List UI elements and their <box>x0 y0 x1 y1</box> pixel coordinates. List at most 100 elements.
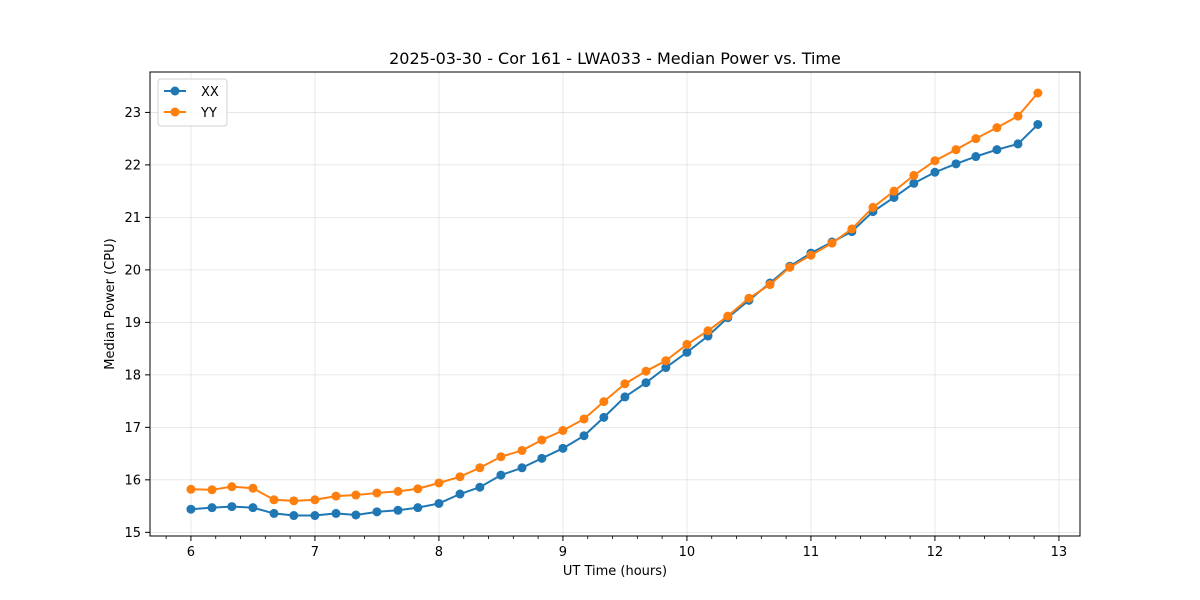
data-point-xx <box>909 178 919 188</box>
y-tick-label: 20 <box>124 263 141 278</box>
data-point-yy <box>579 414 589 424</box>
y-tick-label: 17 <box>124 421 141 436</box>
data-point-yy <box>992 123 1002 133</box>
data-point-xx <box>971 152 981 162</box>
x-tick-label: 6 <box>187 545 195 560</box>
data-point-xx <box>889 192 899 202</box>
data-point-yy <box>1013 111 1023 121</box>
data-point-yy <box>537 435 547 445</box>
data-point-xx <box>517 463 527 473</box>
legend-label-yy: YY <box>200 106 217 121</box>
data-point-yy <box>703 326 713 336</box>
legend-label-xx: XX <box>201 85 219 100</box>
data-point-yy <box>723 311 733 321</box>
chart-title: 2025-03-30 - Cor 161 - LWA033 - Median P… <box>389 49 841 68</box>
y-tick-label: 15 <box>124 526 141 541</box>
x-tick-label: 12 <box>927 545 944 560</box>
y-axis-label: Median Power (CPU) <box>103 238 118 369</box>
x-tick-label: 8 <box>435 545 443 560</box>
data-point-yy <box>496 452 506 462</box>
y-tick-label: 19 <box>124 316 141 331</box>
data-point-yy <box>765 280 775 290</box>
x-tick-label: 9 <box>559 545 567 560</box>
data-point-yy <box>909 170 919 180</box>
data-point-yy <box>413 484 423 494</box>
data-point-xx <box>930 167 940 177</box>
data-point-xx <box>186 504 196 514</box>
data-point-xx <box>351 510 361 520</box>
data-point-xx <box>641 378 651 388</box>
data-point-xx <box>661 363 671 373</box>
data-point-yy <box>310 495 320 505</box>
y-axis: 15 16 17 18 19 20 21 22 23 <box>124 106 150 541</box>
data-point-xx <box>455 489 465 499</box>
data-point-xx <box>1033 119 1043 129</box>
data-point-yy <box>661 356 671 366</box>
data-point-yy <box>331 491 341 501</box>
data-point-yy <box>372 488 382 498</box>
x-tick-label: 11 <box>803 545 820 560</box>
data-point-yy <box>806 250 816 260</box>
grid <box>150 72 1080 536</box>
data-point-yy <box>393 486 403 496</box>
data-point-yy <box>455 472 465 482</box>
data-point-xx <box>413 503 423 513</box>
data-point-xx <box>372 507 382 517</box>
legend: XX YY <box>157 78 228 127</box>
data-point-yy <box>558 426 568 435</box>
data-point-xx <box>310 511 320 521</box>
x-tick-label: 7 <box>311 545 319 560</box>
data-point-yy <box>1033 88 1043 98</box>
data-point-xx <box>682 347 692 357</box>
data-point-yy <box>475 463 485 473</box>
data-point-xx <box>496 470 506 480</box>
data-point-yy <box>951 145 961 155</box>
data-point-yy <box>641 366 651 376</box>
y-tick-label: 18 <box>124 368 141 383</box>
y-tick-label: 21 <box>124 211 141 226</box>
data-point-yy <box>868 202 878 212</box>
x-tick-label: 13 <box>1051 545 1068 560</box>
data-point-xx <box>248 503 258 513</box>
y-tick-label: 23 <box>124 106 141 121</box>
data-point-xx <box>331 508 341 518</box>
data-point-xx <box>475 482 485 492</box>
data-point-xx <box>537 453 547 463</box>
data-point-yy <box>847 224 857 234</box>
data-point-yy <box>785 262 795 272</box>
x-axis: 6 7 8 9 10 11 12 13 <box>165 536 1068 560</box>
x-tick-label: 10 <box>679 545 696 560</box>
data-point-yy <box>434 478 444 488</box>
data-point-yy <box>248 483 258 493</box>
data-point-yy <box>889 186 899 196</box>
data-point-xx <box>620 392 630 402</box>
data-point-yy <box>682 339 692 349</box>
data-point-yy <box>289 496 299 506</box>
data-point-xx <box>579 431 589 441</box>
data-point-xx <box>227 502 237 512</box>
data-point-yy <box>827 238 837 248</box>
data-point-yy <box>930 156 940 166</box>
legend-marker-yy <box>170 107 180 117</box>
data-point-xx <box>269 508 279 518</box>
x-axis-label: UT Time (hours) <box>563 564 667 579</box>
legend-marker-xx <box>170 86 180 96</box>
y-tick-label: 16 <box>124 473 141 488</box>
data-point-yy <box>351 490 361 500</box>
series-layer <box>186 88 1043 521</box>
data-point-xx <box>1013 139 1023 149</box>
data-point-yy <box>744 293 754 303</box>
data-point-xx <box>289 511 299 521</box>
y-tick-label: 22 <box>124 158 141 173</box>
data-point-yy <box>517 445 527 455</box>
data-point-yy <box>599 397 609 407</box>
data-point-xx <box>599 412 609 422</box>
data-point-xx <box>558 443 568 453</box>
data-point-xx <box>434 498 444 508</box>
data-point-yy <box>207 485 217 495</box>
data-point-yy <box>620 379 630 389</box>
data-point-xx <box>393 505 403 515</box>
data-point-yy <box>227 482 237 492</box>
data-point-yy <box>971 134 981 144</box>
